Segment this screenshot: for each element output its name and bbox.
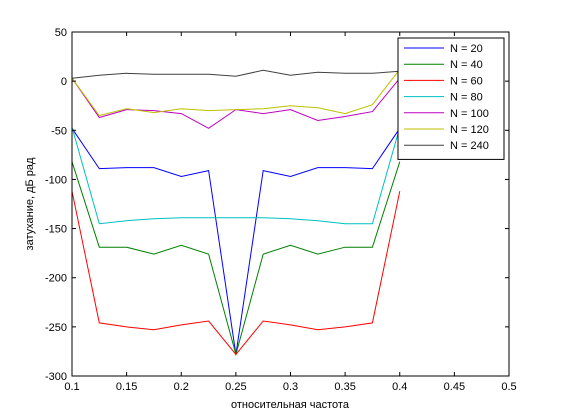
legend-entry-label: N = 80 (450, 92, 483, 104)
legend-entry-label: N = 40 (450, 59, 483, 71)
x-tick-label: 0.4 (392, 381, 407, 393)
y-tick-label: -200 (45, 273, 67, 285)
x-tick-label: 0.2 (174, 381, 189, 393)
legend-entry-label: N = 60 (450, 75, 483, 87)
x-axis-label: относительная частота (231, 399, 350, 411)
legend-entry-label: N = 240 (450, 140, 489, 152)
x-tick-label: 0.1 (64, 381, 79, 393)
x-tick-label: 0.15 (116, 381, 137, 393)
y-tick-label: 50 (55, 27, 67, 39)
y-tick-label: -150 (45, 224, 67, 236)
y-tick-label: -100 (45, 174, 67, 186)
ticks-layer: 0.1 0.15 0.2 0.25 0.3 0.35 0.4 0.45 0.5 50 0 -50 -10… (45, 27, 517, 393)
y-tick-label: -250 (45, 322, 67, 334)
series-line-2 (71, 191, 401, 356)
legend-entry-label: N = 100 (450, 108, 489, 120)
series-line-6 (71, 69, 400, 79)
legend-box (397, 37, 505, 160)
x-tick-label: 0.3 (283, 381, 298, 393)
y-tick-label: -50 (51, 125, 67, 137)
x-tick-label: 0.35 (334, 381, 355, 393)
x-tick-label: 0.5 (501, 381, 516, 393)
series-line-3 (71, 127, 401, 225)
y-tick-label: 0 (61, 76, 67, 88)
y-axis-label: затухание, дБ рад (24, 157, 36, 250)
legend-entry-label: N = 120 (450, 124, 489, 136)
series-line-5 (71, 68, 401, 117)
x-tick-label: 0.45 (444, 381, 465, 393)
y-tick-label: -300 (45, 371, 67, 383)
series-layer (71, 68, 401, 357)
x-tick-label: 0.25 (225, 381, 246, 393)
legend: N = 20 N = 40 N = 60 N = 80 N = 100 N = 120 N … (397, 37, 505, 160)
legend-entry-label: N = 20 (450, 43, 483, 55)
